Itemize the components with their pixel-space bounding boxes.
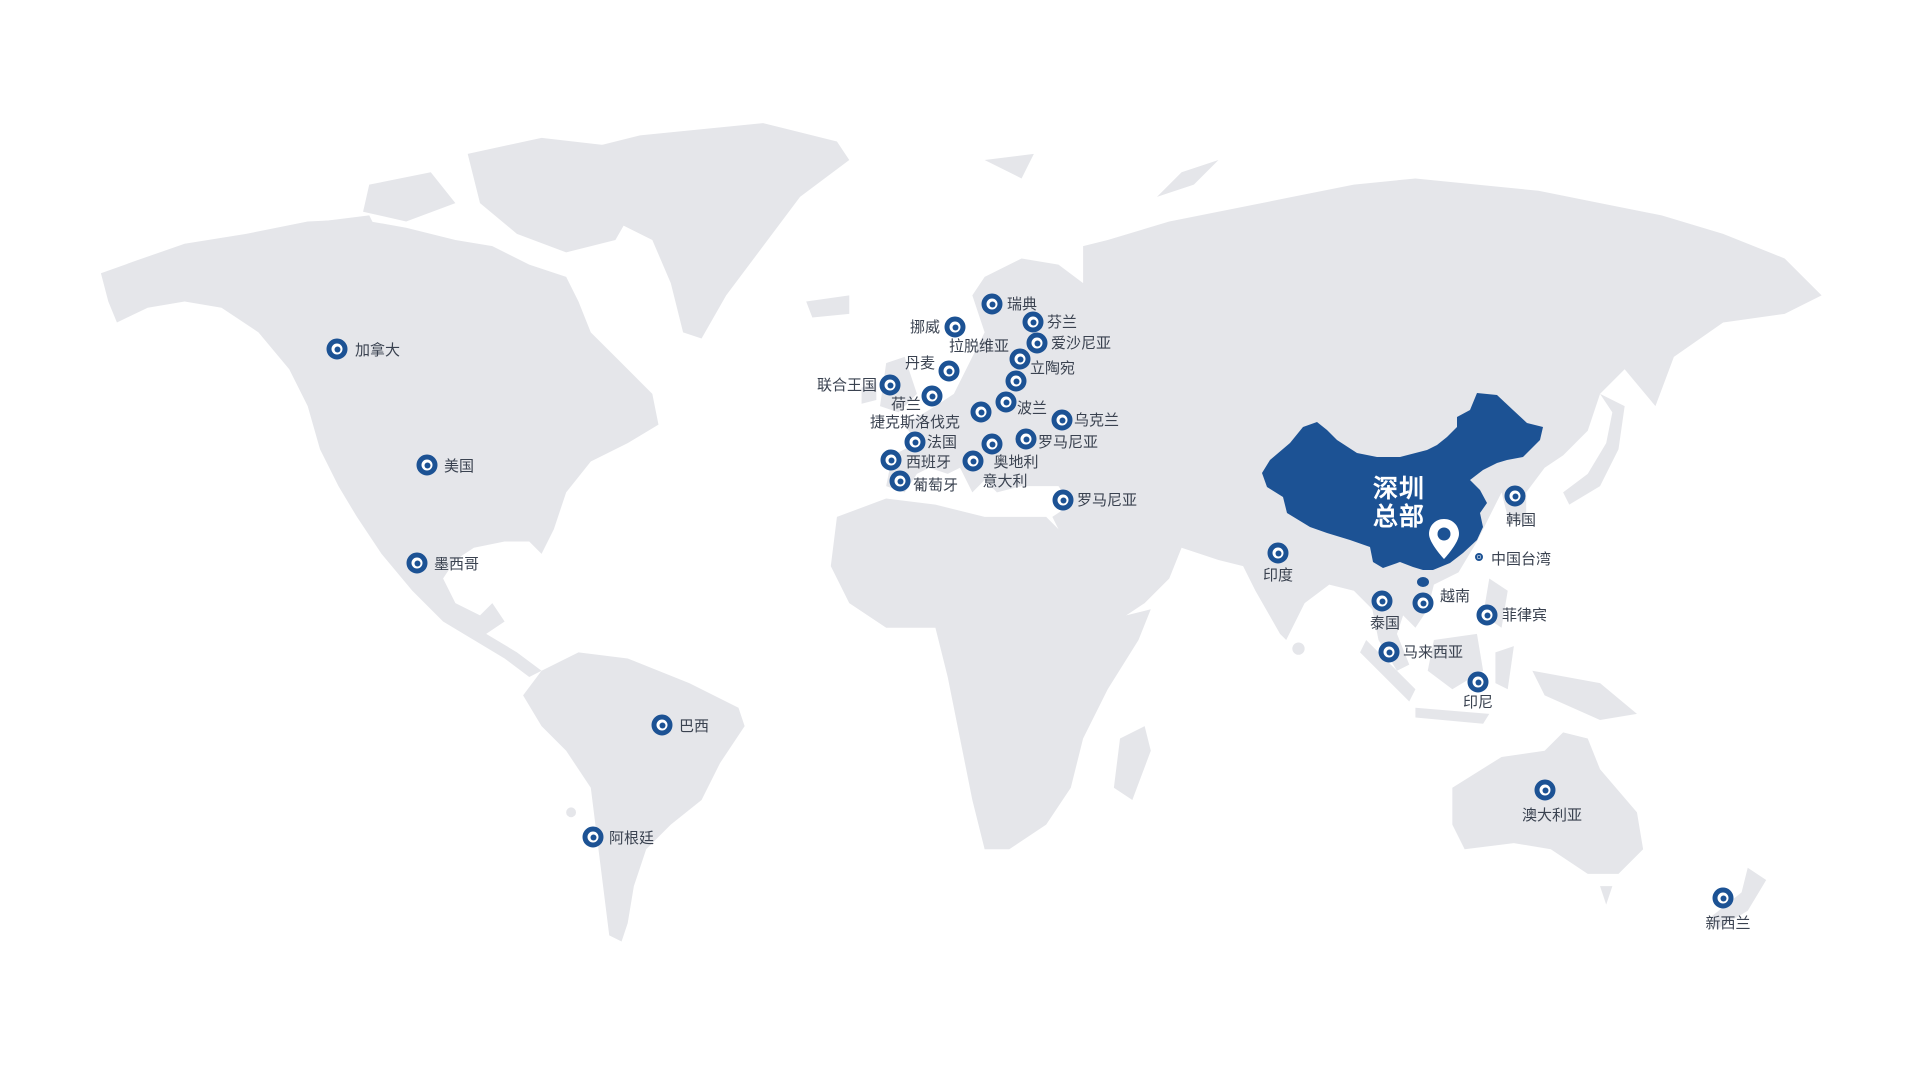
- location-label: 美国: [444, 457, 475, 475]
- hq-line-1: 深圳: [1372, 474, 1426, 503]
- location-label: 加拿大: [355, 341, 401, 359]
- location-marker-icon[interactable]: [1051, 409, 1073, 431]
- location-label: 印尼: [1462, 693, 1494, 711]
- location-label: 巴西: [679, 717, 710, 735]
- location-label: 泰国: [1369, 614, 1401, 632]
- location-marker-icon[interactable]: [1005, 370, 1027, 392]
- greenland: [541, 123, 850, 339]
- location-marker-icon[interactable]: [1022, 311, 1044, 333]
- location-marker-icon[interactable]: [981, 293, 1003, 315]
- location-label: 瑞典: [1007, 295, 1038, 313]
- location-label: 罗马尼亚: [1038, 433, 1099, 451]
- location-label: 罗马尼亚: [1077, 491, 1138, 509]
- south-america: [523, 652, 745, 942]
- location-marker-icon[interactable]: [1052, 489, 1074, 511]
- location-marker-icon[interactable]: [995, 391, 1017, 413]
- location-label: 捷克斯洛伐克: [869, 413, 961, 431]
- location-marker-icon[interactable]: [582, 826, 604, 848]
- location-label: 法国: [927, 433, 958, 451]
- location-label: 奥地利: [993, 453, 1039, 471]
- location-label: 乌克兰: [1074, 411, 1120, 429]
- location-label: 芬兰: [1047, 313, 1078, 331]
- location-label: 中国台湾: [1491, 550, 1552, 568]
- location-label: 墨西哥: [434, 555, 480, 573]
- location-marker-icon[interactable]: [651, 714, 673, 736]
- location-marker-icon[interactable]: [1009, 348, 1031, 370]
- location-label: 荷兰: [890, 395, 922, 413]
- location-label: 意大利: [982, 472, 1028, 490]
- location-label: 韩国: [1505, 511, 1537, 529]
- location-marker-icon[interactable]: [1267, 542, 1289, 564]
- location-marker-icon[interactable]: [1476, 604, 1498, 626]
- hq-line-2: 总部: [1372, 502, 1426, 531]
- location-marker-icon[interactable]: [880, 449, 902, 471]
- location-marker-icon[interactable]: [1504, 485, 1526, 507]
- location-label: 联合王国: [816, 376, 877, 394]
- location-label: 澳大利亚: [1521, 806, 1583, 824]
- location-marker-icon[interactable]: [406, 552, 428, 574]
- location-marker-icon[interactable]: [962, 450, 984, 472]
- location-marker-icon[interactable]: [981, 433, 1003, 455]
- location-label: 葡萄牙: [913, 476, 959, 494]
- africa: [830, 498, 1151, 850]
- location-marker-icon[interactable]: [970, 401, 992, 423]
- location-marker-icon[interactable]: [1475, 553, 1483, 561]
- location-label: 爱沙尼亚: [1051, 334, 1112, 352]
- location-marker-icon[interactable]: [889, 470, 911, 492]
- eurasia: [886, 178, 1822, 671]
- location-marker-icon[interactable]: [938, 360, 960, 382]
- location-marker-icon[interactable]: [416, 454, 438, 476]
- location-label: 立陶宛: [1030, 359, 1076, 377]
- location-marker-icon[interactable]: [944, 316, 966, 338]
- location-label: 波兰: [1017, 399, 1048, 417]
- location-marker-icon[interactable]: [1412, 592, 1434, 614]
- location-label: 新西兰: [1705, 914, 1751, 932]
- location-label: 印度: [1262, 566, 1294, 584]
- location-marker-icon[interactable]: [879, 374, 901, 396]
- location-label: 西班牙: [906, 453, 952, 471]
- location-marker-icon[interactable]: [904, 431, 926, 453]
- location-marker-icon[interactable]: [326, 338, 348, 360]
- location-marker-icon[interactable]: [1467, 671, 1489, 693]
- location-label: 菲律宾: [1502, 606, 1548, 624]
- headquarters-label: 深圳 总部: [1373, 475, 1425, 531]
- location-label: 拉脱维亚: [948, 337, 1010, 355]
- australia: [1452, 732, 1644, 874]
- location-label: 马来西亚: [1403, 643, 1464, 661]
- location-label: 越南: [1440, 587, 1471, 605]
- map-pin-icon[interactable]: [1428, 518, 1460, 560]
- location-marker-icon[interactable]: [921, 385, 943, 407]
- location-marker-icon[interactable]: [1015, 428, 1037, 450]
- location-marker-icon[interactable]: [1712, 887, 1734, 909]
- location-label: 阿根廷: [609, 829, 655, 847]
- location-marker-icon[interactable]: [1534, 779, 1556, 801]
- location-marker-icon[interactable]: [1371, 590, 1393, 612]
- location-label: 挪威: [909, 318, 940, 336]
- north-america: [100, 219, 659, 677]
- china-highlight: [1262, 393, 1543, 570]
- location-marker-icon[interactable]: [1378, 641, 1400, 663]
- location-label: 丹麦: [904, 354, 936, 372]
- location-marker-icon[interactable]: [1026, 332, 1048, 354]
